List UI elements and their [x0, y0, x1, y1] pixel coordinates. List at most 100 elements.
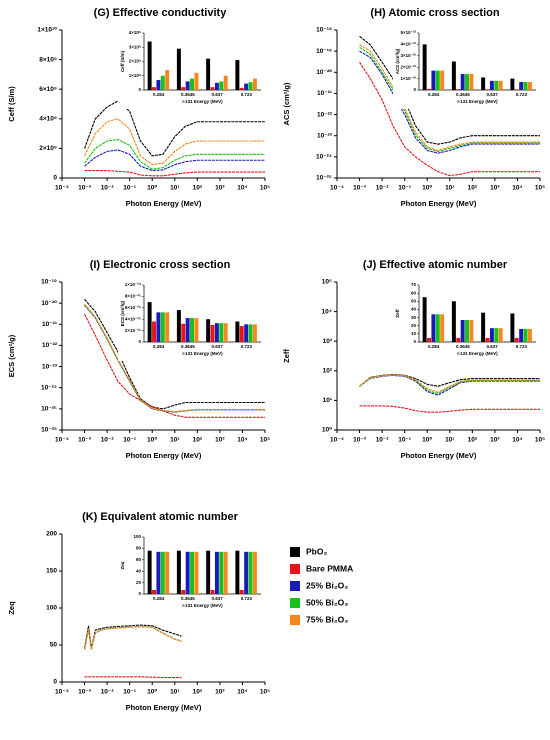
- y-tick-label: 10⁵: [322, 279, 332, 286]
- y-tick-label: 10⁻²⁴: [41, 384, 57, 391]
- series-line: [359, 44, 540, 152]
- inset-x-tick-label: 0.723: [241, 344, 253, 349]
- legend-swatch: [290, 615, 300, 625]
- inset-x-tick-label: 0.284: [428, 344, 440, 349]
- inset-bar: [223, 323, 228, 342]
- inset-y-tick-label: 4×10⁹: [129, 30, 141, 35]
- inset-bar: [435, 314, 440, 342]
- inset-bar: [210, 87, 215, 90]
- x-tick-label: 10⁻¹: [398, 185, 411, 192]
- x-axis-label: Photon Energy (MeV): [126, 199, 202, 208]
- inset-bar: [519, 328, 524, 342]
- inset-y-tick-label: 20: [136, 580, 142, 585]
- x-tick-label: 10⁴: [237, 437, 247, 444]
- inset-x-axis-label: I-131 Energy (MeV): [457, 99, 498, 104]
- inset-bar: [147, 41, 152, 90]
- legend-swatch: [290, 581, 300, 591]
- inset-x-tick-label: 0.637: [486, 92, 498, 97]
- inset-bar: [152, 321, 156, 342]
- y-tick-label: 8×10⁹: [39, 56, 57, 63]
- inset-y-tick-label: 1×10⁹: [129, 73, 141, 78]
- inset-y-axis-label: ACS (cm²/g): [395, 48, 400, 74]
- inset-bar: [494, 328, 499, 342]
- y-axis-label: Ceff (S/m): [7, 86, 16, 122]
- series-line: [359, 35, 540, 145]
- inset-y-tick-label: 30: [411, 315, 417, 320]
- inset-bar: [244, 324, 249, 342]
- inset-bar: [210, 324, 215, 342]
- inset-y-tick-label: 40: [411, 307, 417, 312]
- x-tick-label: 10⁻²: [376, 185, 390, 192]
- legend-label: PbO₂: [306, 546, 327, 556]
- inset-bar: [527, 328, 532, 342]
- y-tick-label: 2×10⁹: [39, 145, 57, 152]
- x-tick-label: 10⁻¹: [398, 437, 411, 444]
- inset-bar: [185, 551, 190, 594]
- legend-label: 50% Bi₂O₃: [306, 597, 348, 607]
- inset-bar: [156, 80, 161, 90]
- inset-y-tick-label: 1×10⁻²²: [400, 76, 416, 81]
- inset-x-tick-label: 0.637: [211, 92, 223, 97]
- series-line: [84, 625, 182, 650]
- inset-bar: [176, 310, 181, 342]
- y-tick-label: 10⁻²⁰: [41, 300, 57, 307]
- x-tick-label: 10⁻³: [353, 437, 367, 444]
- inset-bar: [160, 312, 165, 342]
- inset-bar: [165, 551, 170, 594]
- inset-bar: [156, 551, 161, 594]
- x-tick-label: 10¹: [445, 185, 454, 192]
- inset-y-tick-label: 60: [136, 557, 142, 562]
- inset-bar: [239, 326, 244, 342]
- x-tick-label: 10⁻²: [101, 437, 115, 444]
- inset-y-tick-label: 2×10⁻²⁵: [125, 328, 141, 333]
- y-tick-label: 10⁻²⁰: [316, 69, 332, 76]
- inset-bar: [152, 87, 156, 90]
- inset-y-tick-label: 70: [411, 282, 417, 287]
- inset-bar: [156, 312, 161, 342]
- inset-bar: [147, 302, 152, 342]
- inset-y-tick-label: 0: [413, 87, 416, 92]
- series-line: [359, 374, 540, 393]
- chart-title: (H) Atomic cross section: [370, 7, 499, 19]
- inset-y-tick-label: 5×10⁻²²: [400, 30, 416, 35]
- x-tick-label: 10³: [215, 437, 225, 444]
- y-tick-label: 10⁻²¹: [42, 321, 57, 328]
- inset-bar: [248, 82, 253, 90]
- inset-bar: [465, 74, 470, 90]
- inset-x-tick-label: 0.3645: [181, 92, 195, 97]
- inset-x-tick-label: 0.637: [486, 344, 498, 349]
- x-tick-label: 10²: [468, 437, 478, 444]
- inset-bar: [481, 312, 486, 342]
- y-tick-label: 50: [50, 642, 58, 649]
- inset-x-tick-label: 0.723: [516, 92, 528, 97]
- inset-y-axis-label: Ceff (S/m): [120, 50, 125, 72]
- inset-y-tick-label: 60: [411, 290, 417, 295]
- inset-x-axis-label: I-131 Energy (MeV): [182, 603, 223, 608]
- legend-label: Bare PMMA: [306, 563, 353, 573]
- x-axis-label: Photon Energy (MeV): [401, 451, 477, 460]
- series-line: [359, 50, 540, 154]
- inset-bar: [460, 320, 465, 342]
- inset-x-tick-label: 0.3645: [181, 344, 195, 349]
- inset-bar: [248, 551, 253, 594]
- inset-bar: [223, 75, 228, 90]
- inset-x-tick-label: 0.284: [153, 92, 165, 97]
- inset-bar: [469, 320, 474, 342]
- inset-bar: [194, 551, 199, 594]
- y-axis-label: Zeff: [282, 349, 291, 363]
- chart-title: (K) Equivalent atomic number: [82, 511, 239, 523]
- x-tick-label: 10¹: [170, 689, 179, 696]
- inset-bar: [190, 78, 195, 90]
- y-tick-label: 0: [53, 175, 57, 182]
- legend-swatch: [290, 598, 300, 608]
- x-axis-label: Photon Energy (MeV): [126, 703, 202, 712]
- inset-x-tick-label: 0.3645: [456, 344, 470, 349]
- inset-bar: [494, 80, 499, 90]
- inset-y-tick-label: 40: [136, 568, 142, 573]
- inset-bar: [248, 324, 253, 342]
- x-tick-label: 10⁵: [260, 185, 270, 192]
- inset-y-tick-label: 6×10⁻²⁵: [125, 305, 141, 310]
- inset-bar: [181, 323, 186, 342]
- x-tick-label: 10¹: [170, 185, 179, 192]
- inset-y-tick-label: 1×10⁻²⁴: [125, 282, 141, 287]
